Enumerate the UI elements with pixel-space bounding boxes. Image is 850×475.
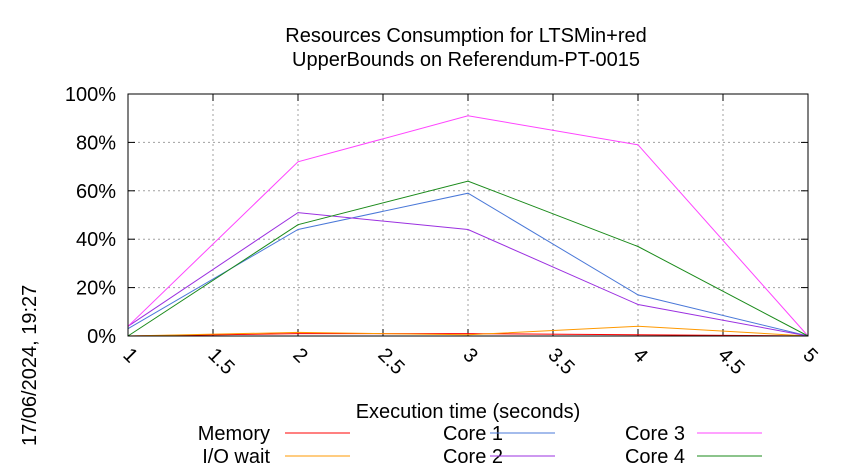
legend-label: Core 2 bbox=[443, 446, 503, 468]
legend-label: Core 1 bbox=[443, 423, 503, 445]
legend-item: Core 4 bbox=[625, 446, 762, 468]
x-tick-label: 3.5 bbox=[543, 344, 578, 379]
grid-lines bbox=[128, 94, 808, 336]
legend-label: Core 4 bbox=[625, 446, 685, 468]
chart-title-line2: UpperBounds on Referendum-PT-0015 bbox=[292, 49, 640, 71]
timestamp-label: 17/06/2024, 19:27 bbox=[19, 285, 41, 446]
plot-frame bbox=[127, 93, 809, 337]
legend-item: I/O wait bbox=[202, 446, 350, 468]
y-axis-ticks: 0% 20% 40% 60% 80% 100% bbox=[65, 84, 808, 348]
chart-title-line1: Resources Consumption for LTSMin+red bbox=[285, 25, 646, 47]
legend-item: Core 1 bbox=[443, 423, 555, 445]
y-tick-label: 0% bbox=[87, 326, 116, 348]
y-tick-label: 20% bbox=[76, 278, 116, 300]
series-line-core-4 bbox=[127, 180, 809, 337]
y-tick-label: 100% bbox=[65, 84, 116, 106]
x-tick-label: 1.5 bbox=[203, 344, 238, 379]
x-tick-label: 2.5 bbox=[373, 344, 408, 379]
x-tick-label: 2 bbox=[288, 344, 311, 367]
x-tick-label: 3 bbox=[458, 344, 481, 367]
series-line-i-o-wait bbox=[127, 325, 809, 337]
x-axis-label: Execution time (seconds) bbox=[356, 401, 581, 423]
x-tick-label: 4.5 bbox=[713, 344, 748, 379]
legend-label: Core 3 bbox=[625, 423, 685, 445]
series-line-core-1 bbox=[127, 192, 809, 337]
series-line-memory bbox=[127, 333, 809, 337]
y-tick-label: 60% bbox=[76, 181, 116, 203]
series-line-core-2 bbox=[127, 212, 809, 337]
series-lines bbox=[127, 115, 809, 337]
legend-label: I/O wait bbox=[202, 446, 270, 468]
y-tick-label: 40% bbox=[76, 229, 116, 251]
legend-item: Core 3 bbox=[625, 423, 762, 445]
x-tick-label: 4 bbox=[628, 344, 651, 367]
legend-label: Memory bbox=[198, 423, 270, 445]
y-tick-label: 80% bbox=[76, 132, 116, 154]
legend-item: Memory bbox=[198, 423, 350, 445]
x-tick-label: 5 bbox=[798, 344, 821, 367]
legend-item: Core 2 bbox=[443, 446, 555, 468]
x-tick-label: 1 bbox=[118, 344, 141, 367]
series-line-core-3 bbox=[127, 115, 809, 337]
